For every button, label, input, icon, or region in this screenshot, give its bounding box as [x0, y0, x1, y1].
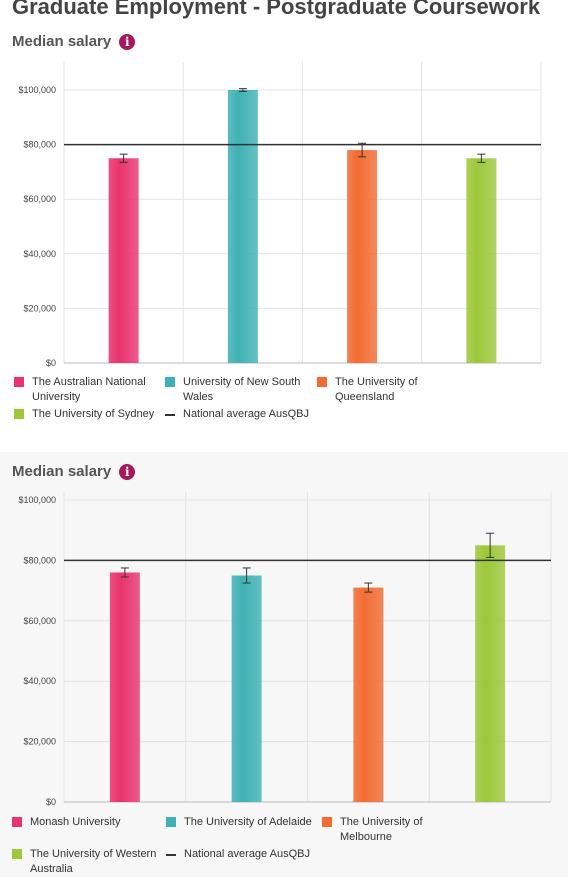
bar [347, 150, 378, 363]
legend-label: The Australian National University [32, 376, 146, 403]
legend-item[interactable]: The University of Adelaide [166, 815, 331, 830]
legend-label: National average AusQBJ [183, 408, 309, 420]
legend-swatch [165, 377, 175, 387]
legend-label: The University of Queensland [335, 376, 418, 403]
legend-item[interactable]: National average AusQBJ [165, 407, 365, 422]
legend-item[interactable]: University of New South Wales [165, 375, 310, 405]
y-tick-label: $100,000 [18, 495, 56, 505]
bar [231, 575, 262, 802]
legend-swatch [14, 409, 24, 419]
legend-label: The University of Sydney [32, 408, 155, 420]
legend-swatch [166, 817, 176, 827]
legend-swatch [12, 849, 22, 859]
legend-swatch [14, 377, 24, 387]
bar-chart-1: $0 $20,000 $40,000 $60,000 $80,000 $100,000 [18, 62, 542, 368]
legend-label: The University of Western Australia [30, 848, 157, 875]
bar [475, 545, 506, 802]
legend-label: The University of Adelaide [184, 816, 312, 828]
legend-line-swatch [166, 854, 176, 856]
legend-item[interactable]: The University of Melbourne [322, 815, 447, 845]
y-tick-label: $60,000 [23, 616, 56, 626]
y-tick-label: $0 [46, 358, 56, 368]
bar [109, 572, 140, 802]
legend-item[interactable]: The Australian National University [14, 375, 159, 405]
chart-title-2: Median salary i [12, 463, 136, 480]
bar [227, 90, 258, 363]
bar [108, 158, 139, 363]
y-tick-label: $0 [46, 797, 56, 807]
page-title: Graduate Employment - Postgraduate Cours… [12, 0, 541, 19]
chart-title-1: Median salary i [12, 33, 136, 50]
legend-2: Monash University The University of Adel… [0, 815, 568, 875]
legend-label: The University of Melbourne [340, 816, 423, 843]
legend-item[interactable]: The University of Western Australia [12, 847, 167, 877]
legend-label: National average AusQBJ [184, 848, 310, 860]
legend-label: University of New South Wales [183, 376, 301, 403]
bar [353, 587, 384, 802]
y-tick-label: $80,000 [23, 140, 56, 150]
bar-chart-2: $0 $20,000 $40,000 $60,000 $80,000 $100,000 [18, 492, 552, 807]
info-icon[interactable]: i [119, 33, 136, 50]
y-tick-label: $40,000 [23, 249, 56, 259]
y-tick-label: $40,000 [23, 676, 56, 686]
legend-label: Monash University [30, 816, 121, 828]
legend-item[interactable]: National average AusQBJ [166, 847, 366, 862]
legend-swatch [317, 377, 327, 387]
legend-item[interactable]: The University of Queensland [317, 375, 442, 405]
bar [466, 158, 497, 363]
chart-title-text: Median salary [12, 463, 112, 480]
chart-title-text: Median salary [12, 33, 112, 50]
y-tick-label: $20,000 [23, 303, 56, 313]
legend-swatch [322, 817, 332, 827]
y-tick-label: $100,000 [18, 85, 56, 95]
y-tick-label: $60,000 [23, 194, 56, 204]
legend-swatch [12, 817, 22, 827]
legend-line-swatch [165, 414, 175, 416]
y-tick-label: $80,000 [23, 555, 56, 565]
legend-1: The Australian National University Unive… [0, 375, 568, 425]
panel-background [0, 452, 568, 877]
y-tick-label: $20,000 [23, 737, 56, 747]
legend-item[interactable]: The University of Sydney [14, 407, 174, 422]
info-icon[interactable]: i [119, 463, 136, 480]
legend-item[interactable]: Monash University [12, 815, 162, 830]
